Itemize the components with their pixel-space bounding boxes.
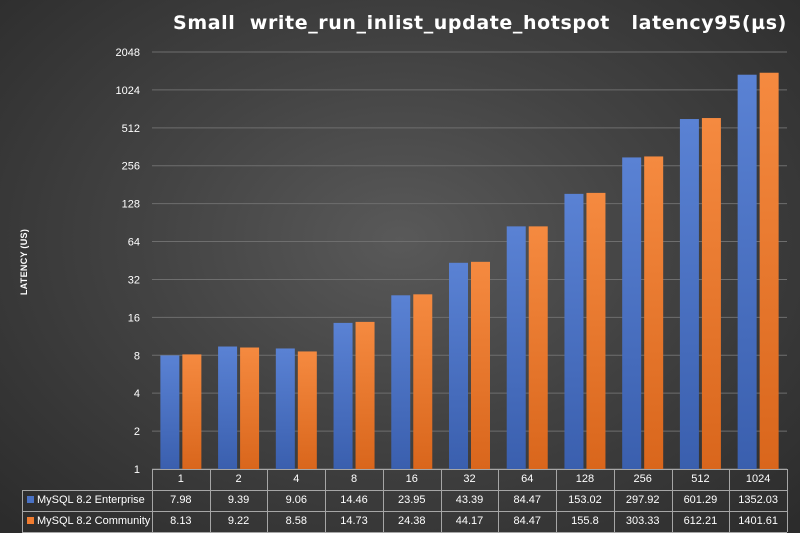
bar-community-64 (528, 226, 548, 469)
bar-enterprise-4 (275, 348, 295, 469)
bar-enterprise-1 (160, 355, 180, 469)
bar-community-1 (182, 354, 202, 469)
bar-community-8 (355, 321, 375, 469)
bar-community-32 (471, 261, 490, 469)
y-tick-label: 8 (134, 350, 140, 362)
bar-enterprise-16 (391, 295, 411, 469)
bar-enterprise-256 (622, 157, 642, 469)
chart-title: Small write_run_inlist_update_hotspot la… (173, 12, 787, 34)
bar-community-128 (586, 192, 606, 469)
bar-enterprise-1024 (737, 74, 757, 469)
y-tick-label: 2 (134, 426, 140, 438)
bar-enterprise-64 (506, 226, 526, 469)
bar-enterprise-128 (564, 193, 584, 469)
y-tick-label: 16 (128, 312, 140, 324)
y-tick-label: 1 (134, 464, 140, 476)
y-tick-label: 32 (128, 274, 140, 286)
bar-enterprise-2 (218, 346, 238, 469)
bar-enterprise-512 (679, 119, 699, 469)
bar-enterprise-32 (449, 262, 468, 469)
bar-community-1024 (759, 72, 779, 470)
y-tick-label: 1024 (116, 85, 140, 97)
y-tick-label: 64 (128, 237, 140, 249)
y-tick-label: 256 (122, 161, 140, 173)
bar-community-4 (297, 351, 317, 469)
bar-enterprise-8 (333, 322, 353, 469)
y-tick-label: 2048 (116, 47, 140, 59)
bar-community-2 (240, 347, 260, 469)
bar-community-512 (701, 118, 721, 469)
bar-community-16 (413, 294, 433, 469)
y-tick-label: 128 (122, 199, 140, 211)
bar-community-256 (644, 156, 664, 470)
y-tick-label: 512 (122, 123, 140, 135)
y-tick-label: 4 (134, 388, 140, 400)
